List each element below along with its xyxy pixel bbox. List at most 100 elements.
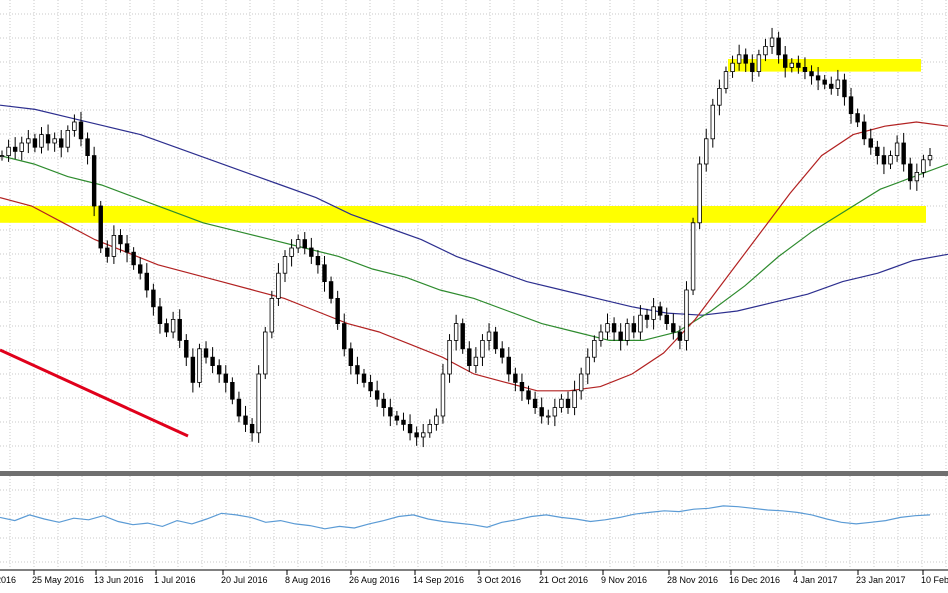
candle-body [493, 331, 498, 350]
candle-body [282, 255, 288, 274]
candle-body [763, 46, 768, 56]
candle [282, 250, 288, 283]
candle-body [671, 323, 676, 333]
candle [26, 129, 31, 154]
candle [157, 297, 163, 334]
candle [85, 132, 90, 165]
candle [131, 247, 136, 270]
candle [447, 334, 452, 383]
candle-body [203, 348, 209, 358]
candle-body [78, 121, 84, 140]
x-tick-label: 8 Aug 2016 [285, 575, 331, 585]
candle [578, 367, 584, 400]
candle-body [546, 415, 551, 418]
x-tick-label: 4 Jan 2017 [793, 575, 838, 585]
candle [572, 380, 577, 416]
x-tick-label: 3 Oct 2016 [477, 575, 521, 585]
resistance-zone [728, 59, 921, 72]
candle [124, 234, 130, 263]
candle-body [295, 239, 301, 249]
candle-body [664, 314, 669, 325]
candle-body [12, 146, 18, 152]
candle-body [236, 398, 242, 417]
candle [118, 229, 123, 253]
candle [532, 391, 538, 414]
candle [796, 55, 801, 74]
candle [894, 135, 900, 162]
candle [177, 309, 182, 348]
candle [526, 385, 531, 405]
candle-body [559, 398, 564, 409]
candle-body [322, 264, 327, 282]
candle [664, 307, 669, 330]
candle [730, 55, 735, 78]
candle [0, 150, 5, 161]
candle-body [440, 373, 446, 417]
candle-body [625, 323, 630, 341]
candle-body [513, 373, 518, 383]
candle [322, 255, 327, 292]
candle [585, 348, 590, 385]
candle-body [723, 71, 729, 89]
candle-body [532, 398, 538, 409]
candle-body [111, 234, 117, 257]
pane-separator [0, 471, 948, 476]
candle-body [276, 272, 281, 299]
candle [111, 225, 117, 264]
candle-body [460, 323, 465, 350]
candle-body [151, 289, 156, 308]
candle [480, 334, 485, 367]
candle-body [91, 155, 97, 207]
candle-body [901, 142, 906, 165]
candle [776, 31, 781, 64]
candle [723, 66, 729, 94]
candle [559, 394, 564, 413]
candle [65, 125, 71, 153]
candle-body [453, 323, 459, 341]
candle-body [499, 348, 505, 358]
candle [815, 66, 821, 91]
candle [829, 76, 834, 95]
candle [197, 343, 202, 388]
candle-body [421, 432, 426, 438]
grid [0, 0, 948, 568]
candle [170, 311, 176, 339]
moving-average-line [0, 121, 948, 392]
candle-body [59, 138, 64, 148]
candle-body [72, 121, 77, 131]
candle [52, 132, 57, 152]
candle [6, 139, 11, 162]
candle-body [157, 306, 163, 324]
candle-body [223, 373, 228, 383]
candle [401, 412, 406, 431]
candle [677, 325, 683, 350]
candle-body [927, 155, 933, 161]
candle [309, 237, 314, 264]
candle-body [506, 356, 511, 375]
candle [151, 283, 156, 316]
downtrend-line [0, 348, 189, 438]
candle-body [776, 37, 781, 56]
candle-body [736, 54, 742, 64]
candle [493, 326, 498, 354]
candle [888, 150, 893, 170]
candle [414, 426, 419, 446]
x-tick-label: 28 Nov 2016 [667, 575, 718, 585]
candle [519, 373, 525, 401]
candle-body [45, 134, 51, 144]
candle [427, 419, 433, 438]
candle [91, 146, 97, 217]
candle [486, 323, 492, 351]
candle-body [829, 83, 834, 89]
candle-body [651, 306, 656, 320]
candle-body [328, 281, 334, 299]
candle-body [756, 54, 762, 72]
candle-body [782, 54, 788, 68]
candle-body [105, 247, 110, 257]
candle [473, 347, 479, 374]
candle [295, 234, 301, 254]
candle [230, 377, 235, 405]
candle-body [796, 62, 801, 68]
candle [506, 347, 511, 382]
